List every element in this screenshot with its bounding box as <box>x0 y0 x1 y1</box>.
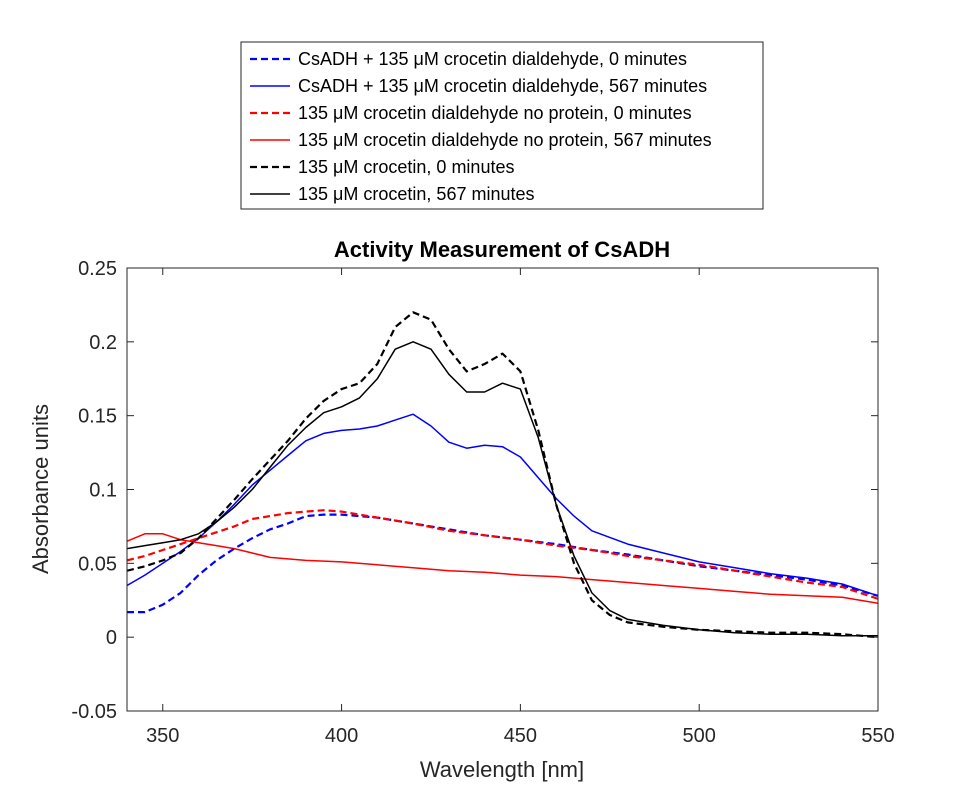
legend-label-6: 135 μM crocetin, 567 minutes <box>298 184 535 204</box>
x-tick-label: 450 <box>504 725 537 747</box>
chart-title: Activity Measurement of CsADH <box>334 237 670 262</box>
x-axis: 350 400 450 500 550 <box>146 268 895 747</box>
series-line-2 <box>126 413 879 597</box>
y-tick-label: 0.25 <box>78 258 117 280</box>
series-line-6 <box>126 341 878 637</box>
series-line-5 <box>126 311 879 639</box>
series-line-3 <box>126 509 879 600</box>
x-tick-label: 500 <box>683 725 716 747</box>
y-tick-label: 0.05 <box>78 553 117 575</box>
y-axis-label: Absorbance units <box>28 404 53 574</box>
legend-label-3: 135 μM crocetin dialdehyde no protein, 0… <box>298 103 692 123</box>
y-tick-label: 0.1 <box>89 480 117 502</box>
x-tick-label: 350 <box>146 725 179 747</box>
legend-box <box>240 41 764 210</box>
legend: CsADH + 135 μM crocetin dialdehyde, 0 mi… <box>240 41 764 210</box>
y-tick-label: 0 <box>106 627 117 649</box>
y-axis: -0.05 0 0.05 0.1 0.15 0.2 0.25 <box>71 258 878 723</box>
legend-label-5: 135 μM crocetin, 0 minutes <box>298 157 514 177</box>
x-tick-label: 550 <box>861 725 894 747</box>
x-tick-label: 400 <box>325 725 358 747</box>
legend-label-1: CsADH + 135 μM crocetin dialdehyde, 0 mi… <box>298 49 687 69</box>
series-line-4 <box>126 533 879 604</box>
x-axis-label: Wavelength [nm] <box>420 757 584 782</box>
plot-lines <box>126 311 879 639</box>
legend-label-2: CsADH + 135 μM crocetin dialdehyde, 567 … <box>298 76 707 96</box>
y-tick-label: 0.15 <box>78 406 117 428</box>
legend-label-4: 135 μM crocetin dialdehyde no protein, 5… <box>298 130 712 150</box>
y-tick-label: -0.05 <box>71 701 117 723</box>
y-tick-label: 0.2 <box>89 332 117 354</box>
